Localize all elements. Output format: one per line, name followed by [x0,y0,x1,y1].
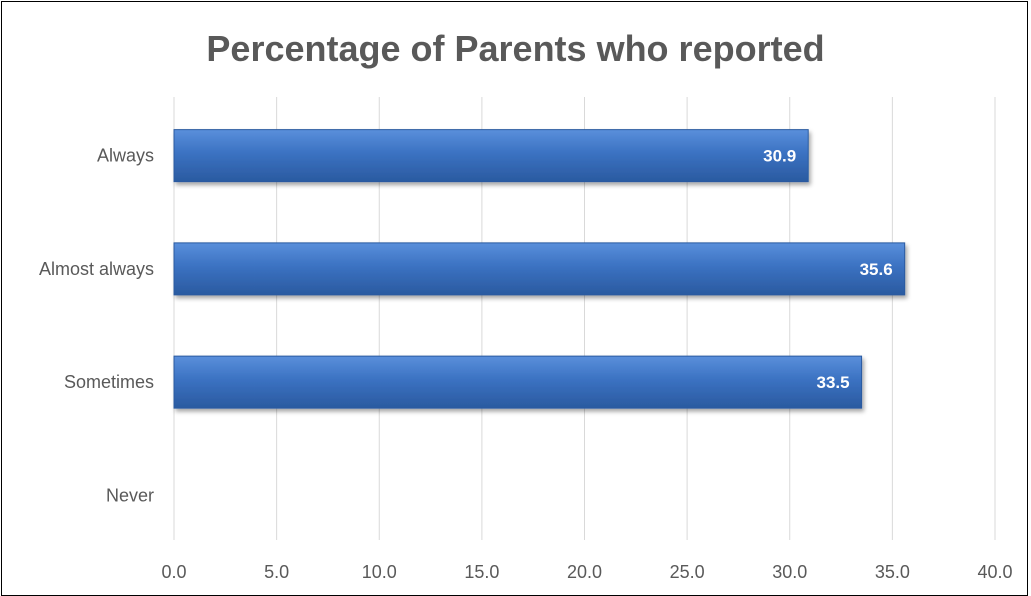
category-label: Always [97,146,154,166]
bar [173,355,863,409]
labels: 0.0 5.0 10.0 15.0 20.0 25.0 30.0 35.0 40.0 Always… [39,146,1013,582]
x-tick-label: 10.0 [362,562,397,582]
chart-title: Percentage of Parents who reported [206,28,825,69]
x-tick-label: 0.0 [161,562,186,582]
x-tick-label: 20.0 [567,562,602,582]
category-label: Sometimes [64,372,154,392]
x-tick-label: 35.0 [875,562,910,582]
category-label: Almost always [39,259,154,279]
x-tick-label: 15.0 [464,562,499,582]
bars [173,129,906,409]
data-label: 30.9 [763,147,796,166]
bar [173,129,809,183]
data-label: 35.6 [860,260,893,279]
x-tick-label: 25.0 [670,562,705,582]
x-tick-label: 5.0 [264,562,289,582]
x-tick-label: 40.0 [977,562,1012,582]
bar [173,242,906,296]
data-label: 33.5 [816,373,849,392]
category-label: Never [106,485,154,505]
x-tick-label: 30.0 [772,562,807,582]
